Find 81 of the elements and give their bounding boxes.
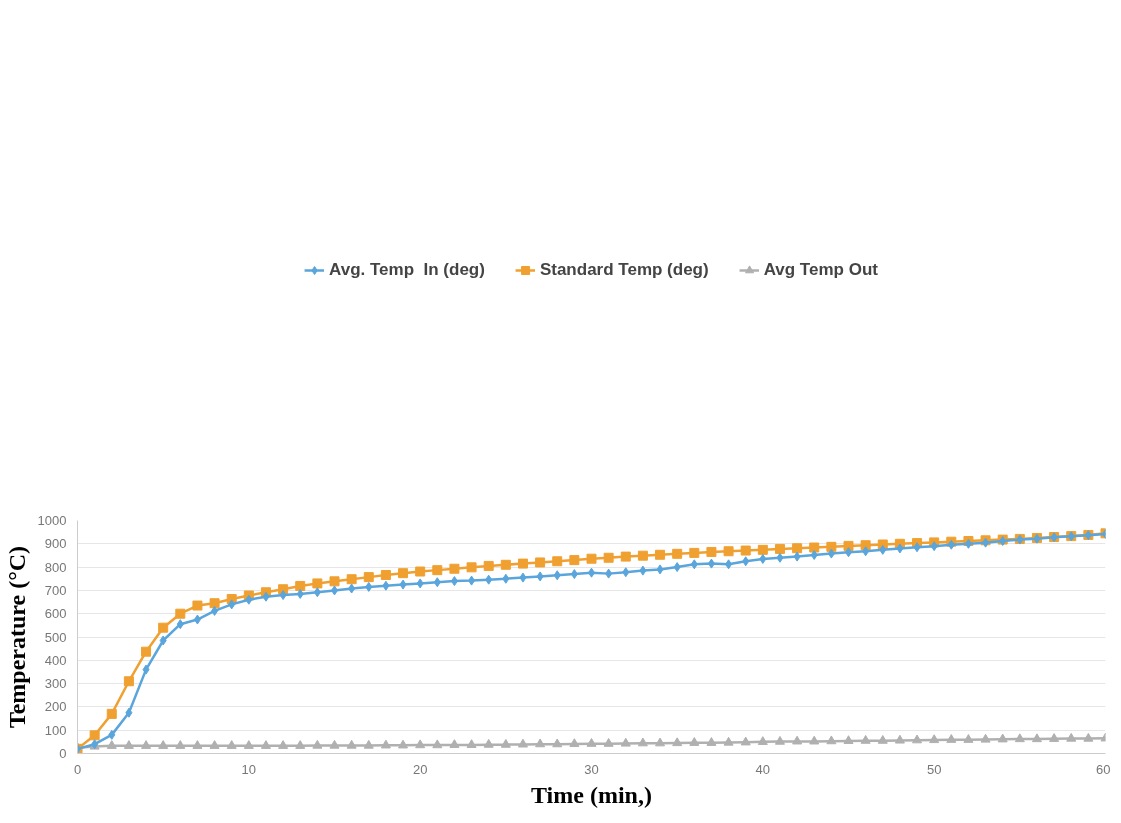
point <box>792 735 803 745</box>
y-tick-label: 200 <box>44 699 67 715</box>
point <box>997 733 1008 743</box>
x-tick-label: 0 <box>73 761 82 777</box>
y-tick-label: 700 <box>44 582 67 598</box>
point <box>603 738 614 747</box>
point <box>843 735 854 745</box>
point <box>398 739 409 749</box>
point <box>346 739 357 749</box>
legend-label: Standard Temp (deg) <box>539 260 709 280</box>
point <box>1014 733 1025 743</box>
point <box>1083 732 1094 742</box>
point <box>466 739 477 748</box>
point <box>980 733 991 743</box>
point <box>278 740 289 749</box>
point <box>809 735 820 745</box>
point <box>158 740 169 749</box>
y-tick-label: 500 <box>44 629 67 645</box>
point <box>963 734 974 743</box>
point <box>535 738 546 748</box>
point <box>757 736 768 745</box>
point <box>243 740 254 749</box>
point <box>363 739 374 749</box>
point <box>655 737 666 747</box>
y-tick-label: 800 <box>44 559 67 575</box>
legend-label: Avg Temp Out <box>763 260 878 280</box>
point <box>774 735 785 745</box>
point <box>1066 732 1077 742</box>
point <box>483 738 494 748</box>
point <box>260 740 271 749</box>
point <box>912 734 923 744</box>
point <box>226 740 237 749</box>
point <box>209 740 220 749</box>
point <box>552 738 563 748</box>
point <box>106 740 117 749</box>
point <box>295 740 306 749</box>
x-tick-label: 20 <box>412 761 428 777</box>
point <box>329 739 340 749</box>
point <box>141 740 152 749</box>
point <box>689 737 700 746</box>
y-axis-title: Temperature (°C) <box>3 545 30 729</box>
point <box>123 740 134 749</box>
x-tick-label: 10 <box>241 761 257 777</box>
point <box>860 734 871 744</box>
point <box>1031 733 1042 743</box>
point <box>620 737 631 747</box>
point <box>740 736 751 746</box>
point <box>192 740 203 749</box>
point <box>569 738 580 748</box>
point <box>432 739 443 749</box>
x-tick-label: 60 <box>1096 761 1111 777</box>
point <box>517 738 528 748</box>
point <box>946 734 957 743</box>
y-tick-label: 600 <box>44 606 67 622</box>
y-tick-label: 400 <box>44 652 67 668</box>
y-tick-label: 100 <box>44 722 67 738</box>
y-tick-label: 0 <box>59 746 67 761</box>
y-tick-label: 1000 <box>37 513 67 528</box>
x-axis-title: Time (min,) <box>531 781 652 808</box>
x-tick-label: 40 <box>755 761 771 777</box>
point <box>723 736 734 746</box>
point <box>312 739 323 749</box>
legend-label: Avg. Temp In (deg) <box>329 260 485 280</box>
y-tick-label: 300 <box>44 676 67 692</box>
x-tick-label: 50 <box>926 761 942 777</box>
point <box>175 740 186 749</box>
point <box>380 739 391 749</box>
point <box>1049 733 1060 742</box>
point <box>877 734 888 744</box>
x-tick-label: 30 <box>584 761 599 777</box>
point <box>637 737 648 747</box>
y-tick-label: 900 <box>44 536 67 552</box>
point <box>415 739 426 749</box>
point <box>500 738 511 748</box>
point <box>826 735 837 745</box>
point <box>706 737 717 746</box>
point <box>449 739 460 748</box>
point <box>586 738 597 747</box>
point <box>894 734 905 744</box>
point <box>929 734 940 744</box>
point <box>672 737 683 747</box>
